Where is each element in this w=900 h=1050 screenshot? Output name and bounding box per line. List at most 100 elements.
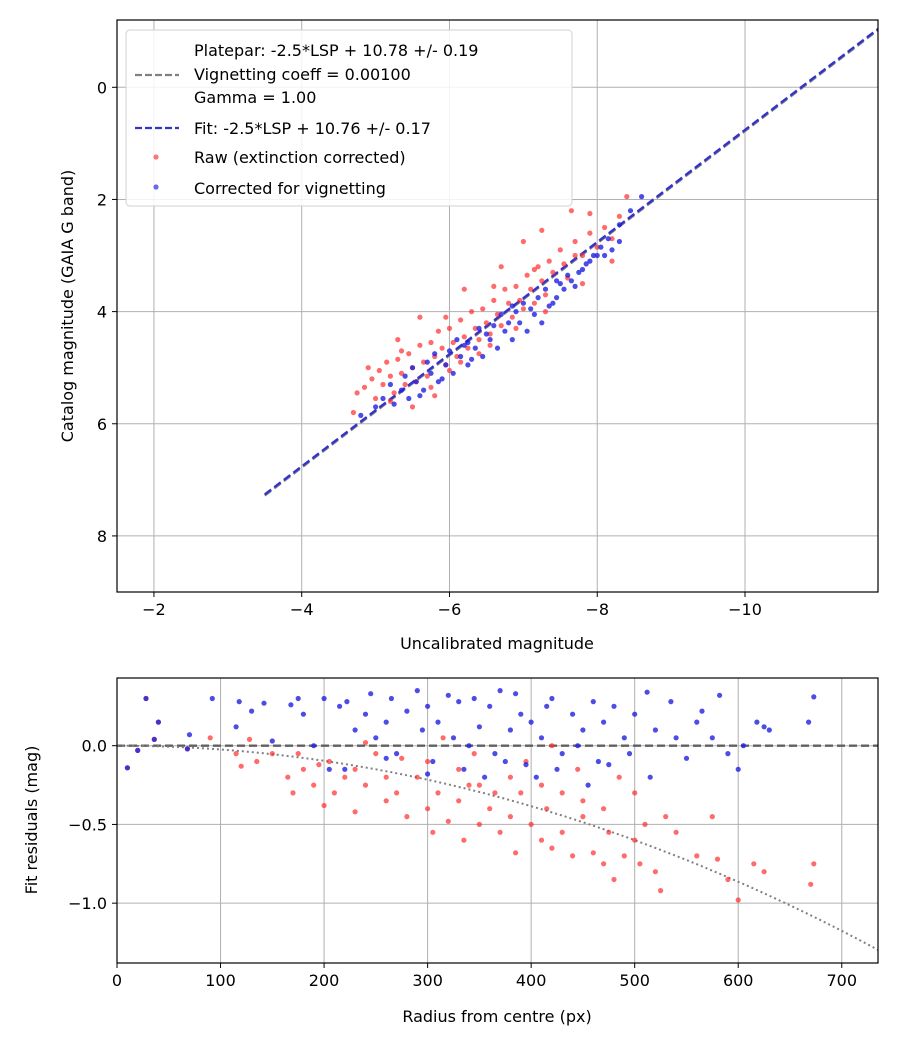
top-raw-point: [487, 342, 493, 348]
top-corrected-point: [587, 258, 593, 264]
bottom-corrected-point: [321, 695, 327, 702]
top-corrected-point: [557, 281, 563, 287]
top-corrected-point: [506, 320, 512, 326]
top-corrected-point: [546, 303, 552, 309]
bottom-raw-point: [497, 829, 503, 835]
top-raw-point: [387, 398, 393, 404]
bottom-raw-point: [471, 751, 477, 757]
top-raw-point: [572, 252, 578, 259]
top-corrected-point: [380, 395, 386, 402]
top-raw-point: [587, 230, 593, 236]
top-corrected-point: [409, 365, 416, 371]
top-y-tick-label: 2: [97, 190, 107, 209]
bottom-raw-point: [642, 821, 648, 828]
bottom-raw-point: [269, 751, 275, 757]
bottom-corrected-point: [606, 762, 612, 768]
bottom-corrected-point: [326, 766, 332, 772]
bottom-corrected-point: [337, 703, 343, 709]
top-corrected-point: [387, 381, 393, 388]
top-corrected-point: [572, 283, 578, 289]
top-corrected-point: [413, 379, 419, 385]
bottom-corrected-point: [466, 743, 472, 749]
bottom-raw-point: [352, 809, 358, 815]
top-corrected-point: [561, 286, 567, 292]
top-raw-point: [472, 325, 478, 331]
top-fit-line: [264, 27, 878, 496]
bottom-corrected-point: [435, 719, 441, 725]
top-raw-point: [539, 278, 545, 284]
bottom-corrected-point: [585, 782, 591, 788]
bottom-raw-point: [430, 829, 436, 835]
bottom-corrected-point: [549, 695, 555, 702]
top-x-ticks: −2 −4 −6 −8 −10: [142, 592, 762, 619]
top-corrected-point: [602, 252, 608, 259]
bottom-corrected-point: [383, 719, 389, 725]
bottom-raw-point: [663, 814, 669, 820]
bottom-corrected-point: [601, 719, 607, 725]
bottom-raw-point: [300, 766, 306, 772]
bottom-raw-point: [238, 763, 244, 769]
bottom-corrected-point: [740, 743, 747, 749]
bottom-corrected-point: [683, 755, 690, 761]
bottom-corrected-point: [476, 724, 482, 730]
bottom-vignetting-model-line: [117, 744, 878, 951]
bottom-raw-point: [714, 856, 721, 862]
bottom-y-ticks: 0.0 −0.5 −1.0: [68, 737, 117, 913]
top-corrected-point: [458, 353, 464, 360]
bottom-corrected-point: [699, 708, 705, 714]
top-corrected-point: [576, 269, 582, 275]
bottom-x-tick-label: 700: [826, 971, 857, 990]
bottom-raw-point: [808, 881, 814, 887]
top-corrected-point: [528, 306, 534, 312]
top-raw-point: [579, 281, 586, 287]
bottom-corrected-point: [124, 765, 130, 771]
bottom-raw-point: [487, 806, 493, 812]
top-corrected-point: [417, 393, 423, 399]
top-raw-point: [469, 309, 475, 315]
top-corrected-point: [406, 395, 412, 402]
bottom-raw-point: [331, 790, 337, 796]
top-corrected-point: [461, 342, 467, 348]
bottom-x-tick-label: 300: [412, 971, 443, 990]
bottom-corrected-point: [761, 724, 767, 730]
bottom-raw-point: [476, 782, 482, 788]
bottom-corrected-point: [450, 735, 457, 741]
legend-corrected-marker: [153, 184, 159, 190]
bottom-raw-point: [658, 888, 664, 894]
bottom-corrected-point: [754, 719, 760, 725]
bottom-raw-point: [611, 876, 617, 883]
bottom-raw-point: [435, 790, 441, 796]
bottom-corrected-point: [766, 727, 772, 733]
top-corrected-point: [520, 300, 527, 306]
top-raw-point: [483, 320, 489, 326]
bottom-corrected-point: [236, 699, 242, 705]
bottom-corrected-point: [554, 766, 560, 772]
bottom-corrected-point: [806, 719, 812, 725]
bottom-raw-point: [725, 876, 731, 883]
top-y-tick-label: 6: [97, 415, 107, 434]
bottom-x-tick-label: 200: [309, 971, 340, 990]
bottom-corrected-point: [709, 735, 715, 741]
bottom-corrected-point: [362, 711, 369, 717]
top-corrected-point: [424, 359, 430, 365]
top-corrected-point: [454, 337, 460, 343]
bottom-raw-point: [362, 782, 369, 788]
bottom-corrected-point: [533, 774, 539, 780]
bottom-corrected-point: [523, 762, 529, 768]
top-raw-point: [458, 317, 464, 323]
top-raw-point: [587, 210, 593, 217]
top-corrected-point: [605, 236, 611, 242]
bottom-corrected-point: [404, 708, 410, 714]
bottom-corrected-point: [151, 736, 157, 743]
top-corrected-point: [402, 373, 408, 379]
top-corrected-point: [616, 238, 623, 245]
top-corrected-point: [465, 362, 471, 368]
top-raw-point: [361, 384, 368, 390]
bottom-corrected-point: [288, 702, 294, 708]
bottom-corrected-point: [461, 766, 467, 772]
top-raw-point: [498, 323, 504, 329]
top-corrected-point: [483, 331, 489, 337]
bottom-corrected-point: [342, 766, 348, 772]
top-raw-point: [450, 339, 456, 346]
